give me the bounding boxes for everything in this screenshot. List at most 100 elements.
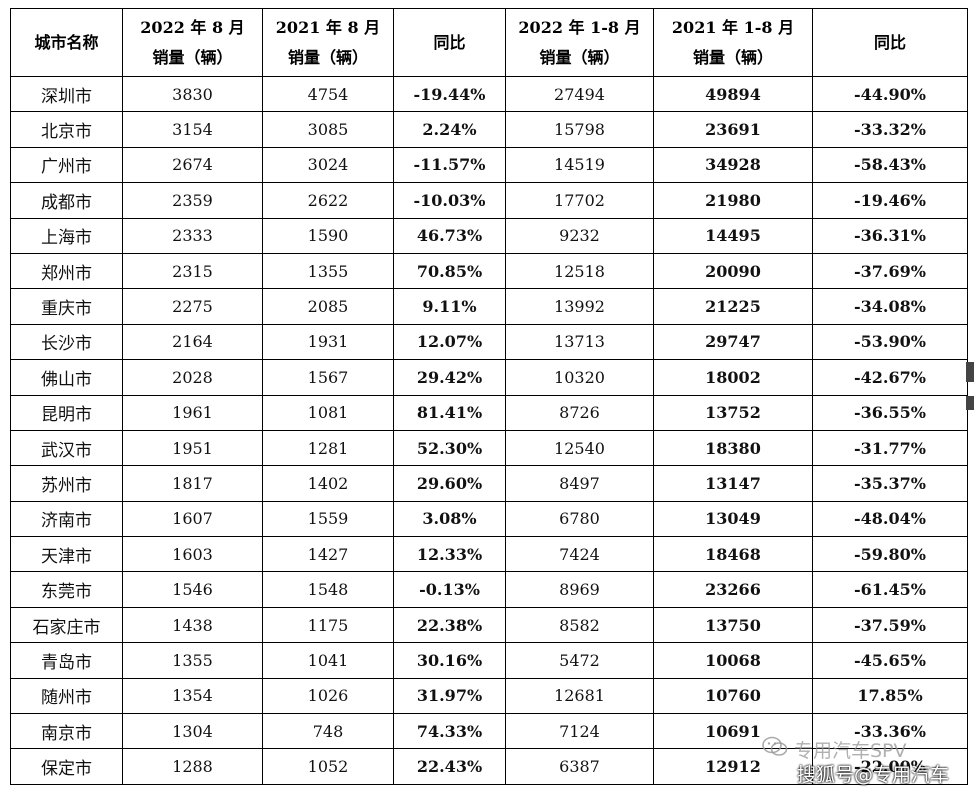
column-header-line: 同比 [873,32,906,52]
column-header-line: 销量（辆） [539,47,620,67]
table-row: 郑州市 2315 1355 70.85% 12518 20090 -37.69% [10,252,968,290]
data-cell: 1304 [122,713,263,750]
wechat-icon [762,736,788,763]
table-row: 济南市 1607 1559 3.08% 6780 13049 -48.04% [10,500,968,538]
data-cell: -45.65% [812,642,968,679]
table-row: 苏州市 1817 1402 29.60% 8497 13147 -35.37% [10,465,968,502]
data-cell: 3024 [262,146,394,184]
data-cell: 1041 [262,642,394,679]
data-cell: 1081 [262,394,394,431]
data-cell: -59.80% [812,536,968,573]
data-cell: -19.46% [812,182,968,219]
city-cell: 苏州市 [10,465,123,502]
data-cell: 10068 [653,642,813,679]
data-cell: 1817 [122,465,263,502]
data-cell: -10.03% [393,182,506,219]
page-edge-mark [966,362,974,382]
data-cell: 49894 [653,75,813,113]
data-cell: 2275 [122,288,263,325]
data-cell: 8497 [505,465,654,502]
data-cell: -33.32% [812,111,968,148]
data-cell: -58.43% [812,146,968,184]
data-cell: -11.57% [393,146,506,184]
page-edge-mark [966,396,974,410]
data-cell: 8582 [505,606,654,644]
city-cell: 天津市 [10,536,123,573]
data-cell: 2315 [122,252,263,290]
table-row: 昆明市 1961 1081 81.41% 8726 13752 -36.55% [10,394,968,431]
city-cell: 石家庄市 [10,606,123,644]
data-cell: -33.36% [812,713,968,750]
data-cell: 81.41% [393,394,506,431]
data-cell: 31.97% [393,677,506,715]
watermark-sohu: 搜狐号@专用汽车 [797,764,950,786]
data-cell: -37.69% [812,252,968,290]
data-cell: 8726 [505,394,654,431]
city-cell: 成都市 [10,182,123,219]
data-cell: 17.85% [812,677,968,715]
table-header-row: 城市名称 2022 年 8 月销量（辆） 2021 年 8 月销量（辆） 同比 2022… [10,8,968,77]
data-cell: 1355 [262,252,394,290]
column-header: 2021 年 1-8 月销量（辆） [653,8,813,77]
data-cell: 13750 [653,606,813,644]
data-cell: 1607 [122,500,263,538]
city-cell: 武汉市 [10,429,123,467]
data-cell: 74.33% [393,713,506,750]
data-cell: 27494 [505,75,654,113]
city-cell: 随州市 [10,677,123,715]
table-row: 武汉市 1951 1281 52.30% 12540 18380 -31.77% [10,429,968,467]
data-cell: 13992 [505,288,654,325]
column-header-line: 2021 年 1-8 月 [671,17,795,37]
data-cell: 9.11% [393,288,506,325]
table-row: 上海市 2333 1590 46.73% 9232 14495 -36.31% [10,217,968,254]
data-cell: 748 [262,713,394,750]
table-row: 东莞市 1546 1548 -0.13% 8969 23266 -61.45% [10,571,968,608]
column-header-line: 2022 年 1-8 月 [518,17,641,37]
data-cell: 23266 [653,571,813,608]
data-cell: 3.08% [393,500,506,538]
data-cell: -36.31% [812,217,968,254]
sales-table: 城市名称 2022 年 8 月销量（辆） 2021 年 8 月销量（辆） 同比 2022… [10,8,968,785]
data-cell: 3154 [122,111,263,148]
column-header-line: 销量（辆） [692,47,773,67]
city-cell: 东莞市 [10,571,123,608]
table-row: 随州市 1354 1026 31.97% 12681 10760 17.85% [10,677,968,715]
watermark-line-1: 专用汽车SPV [794,740,907,762]
data-cell: 1559 [262,500,394,538]
data-cell: 13713 [505,323,654,361]
column-header-line: 同比 [433,32,466,52]
data-cell: 12912 [653,748,813,785]
city-cell: 青岛市 [10,642,123,679]
data-cell: -61.45% [812,571,968,608]
city-cell: 济南市 [10,500,123,538]
data-cell: 1281 [262,429,394,467]
data-cell: 12518 [505,252,654,290]
sales-table-container: 城市名称 2022 年 8 月销量（辆） 2021 年 8 月销量（辆） 同比 2022… [10,8,968,785]
data-cell: 1355 [122,642,263,679]
data-cell: 1961 [122,394,263,431]
city-cell: 北京市 [10,111,123,148]
column-header: 2021 年 8 月销量（辆） [262,8,394,77]
city-cell: 广州市 [10,146,123,184]
city-cell: 佛山市 [10,359,123,396]
column-header-line: 城市名称 [34,32,99,52]
column-header: 同比 [812,8,968,77]
data-cell: 1548 [262,571,394,608]
column-header-line: 销量（辆） [287,47,368,67]
data-cell: 2674 [122,146,263,184]
data-cell: 6780 [505,500,654,538]
table-row: 重庆市 2275 2085 9.11% 13992 21225 -34.08% [10,288,968,325]
data-cell: 12540 [505,429,654,467]
data-cell: 21980 [653,182,813,219]
data-cell: 18002 [653,359,813,396]
table-row: 广州市 2674 3024 -11.57% 14519 34928 -58.43% [10,146,968,184]
column-header-line: 销量（辆） [152,47,233,67]
data-cell: 70.85% [393,252,506,290]
data-cell: 2.24% [393,111,506,148]
data-cell: -37.59% [812,606,968,644]
city-cell: 昆明市 [10,394,123,431]
data-cell: 7424 [505,536,654,573]
data-cell: 2333 [122,217,263,254]
data-cell: -53.90% [812,323,968,361]
table-row: 青岛市 1355 1041 30.16% 5472 10068 -45.65% [10,642,968,679]
